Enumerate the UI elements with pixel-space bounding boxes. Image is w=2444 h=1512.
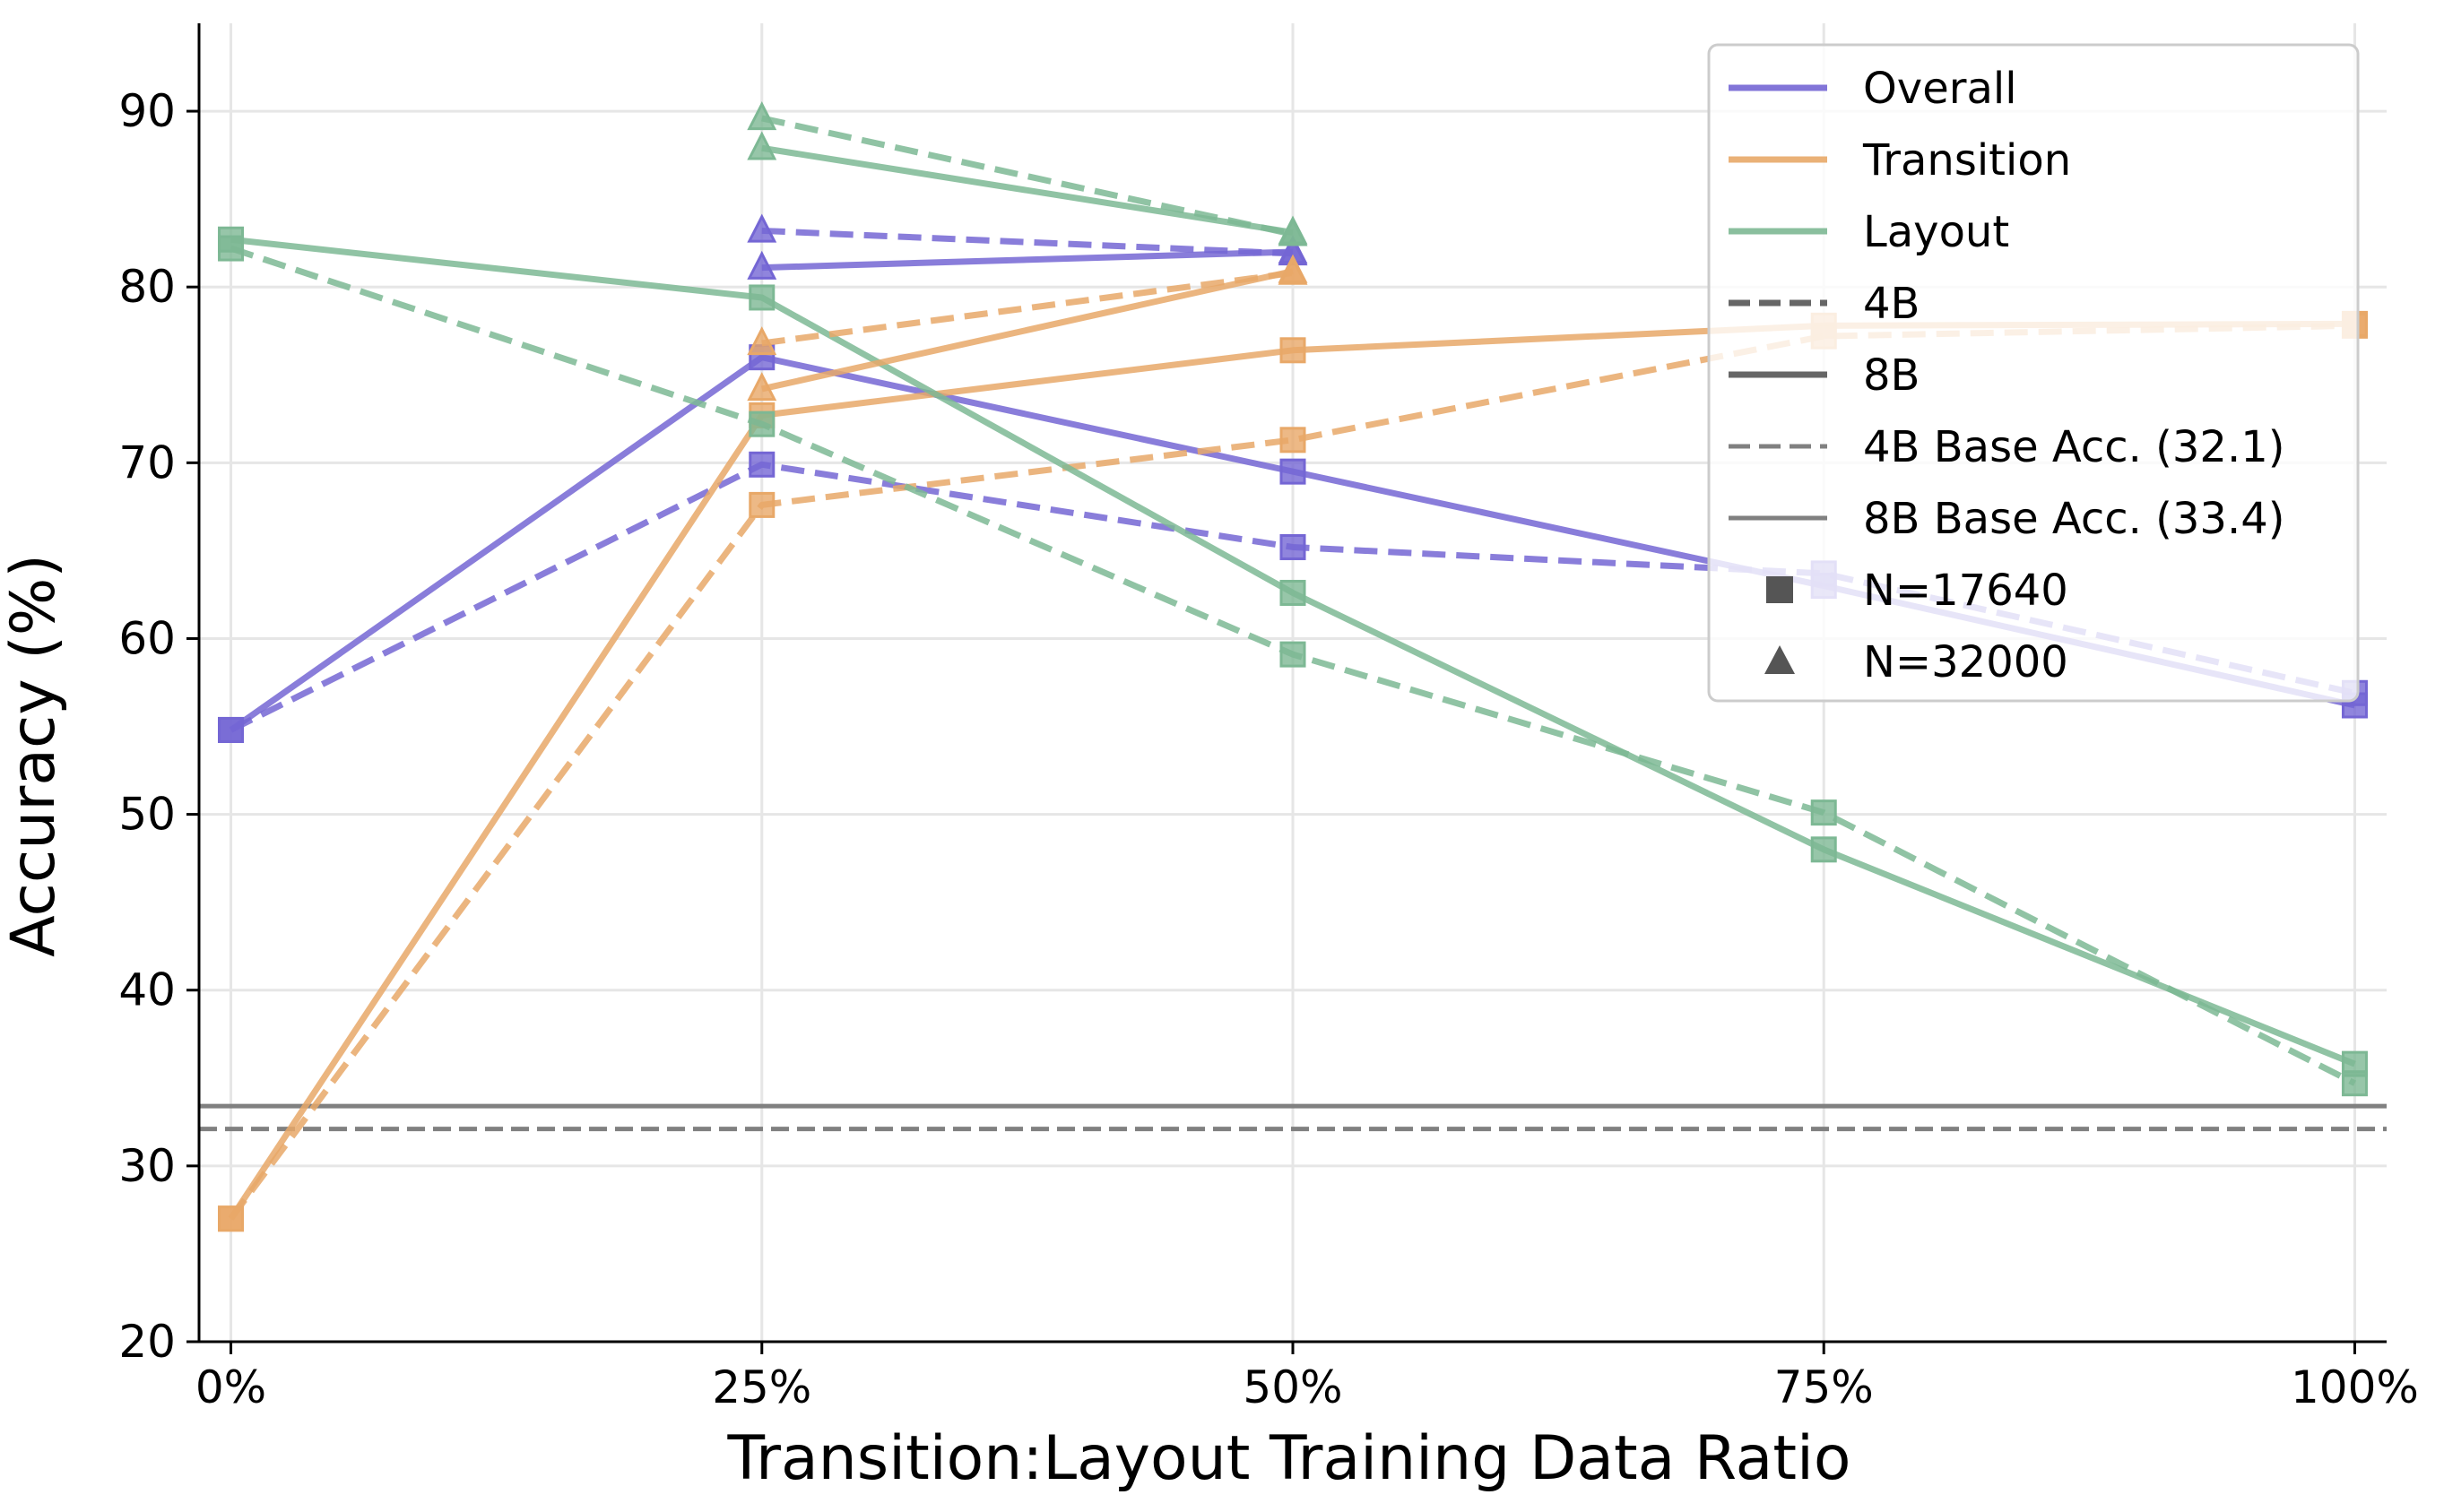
axes [186, 23, 2387, 1354]
y-axis-label: Accuracy (%) [0, 554, 69, 957]
series-line [761, 248, 1294, 272]
legend-square-marker [1766, 576, 1793, 603]
data-point [1810, 799, 1837, 826]
data-point [218, 716, 245, 743]
tick-labels: 20 30 40 50 60 70 80 90 0% 25% 50% 75% 100% [118, 85, 2419, 1413]
data-point [747, 131, 777, 160]
data-point [747, 372, 777, 402]
y-tick-label: 40 [118, 964, 176, 1016]
data-point [1279, 458, 1306, 485]
data-point [2341, 1070, 2368, 1097]
legend-label: Overall [1863, 64, 2017, 114]
x-tick-label: 25% [712, 1361, 811, 1413]
y-tick-label: 30 [118, 1140, 176, 1192]
data-point [1279, 427, 1306, 454]
data-point [749, 410, 776, 437]
series-line [761, 115, 1294, 238]
series-line [228, 322, 2355, 1221]
data-point [749, 284, 776, 311]
legend-triangle-marker [1764, 645, 1795, 674]
x-tick-label: 100% [2291, 1361, 2419, 1413]
data-point [749, 491, 776, 518]
series-line [761, 227, 1294, 257]
legend-label: N=17640 [1863, 566, 2068, 616]
legend-label: 8B Base Acc. (33.4) [1863, 494, 2284, 544]
legend-label: 4B [1863, 279, 1920, 329]
series-line [761, 270, 1294, 347]
series-line [761, 268, 1294, 393]
data-point [1278, 255, 1308, 285]
data-point [747, 326, 777, 356]
y-tick-label: 60 [118, 612, 176, 664]
y-tick-label: 80 [118, 261, 176, 313]
legend-label: Transition [1862, 135, 2071, 186]
x-tick-label: 50% [1243, 1361, 1342, 1413]
legend-label: Layout [1863, 207, 2009, 257]
data-point [1810, 836, 1837, 863]
x-tick-label: 75% [1774, 1361, 1874, 1413]
x-tick-label: 0% [195, 1361, 266, 1413]
series-line [761, 144, 1294, 236]
data-point [747, 213, 777, 243]
legend-label: N=32000 [1863, 637, 2068, 687]
y-tick-label: 50 [118, 789, 176, 841]
legend-label: 4B Base Acc. (32.1) [1863, 422, 2284, 472]
data-point [747, 250, 777, 280]
baseline-lines [199, 1103, 2387, 1132]
y-tick-label: 70 [118, 436, 176, 488]
data-point [218, 235, 245, 262]
y-tick-label: 20 [118, 1316, 176, 1368]
data-point [1278, 217, 1308, 246]
y-tick-label: 90 [118, 85, 176, 137]
data-point [1279, 579, 1306, 606]
data-point [747, 101, 777, 131]
data-point [1279, 641, 1306, 668]
legend: Overall Transition Layout 4B 8B 4B Base Acc. … [1707, 43, 2360, 703]
data-point [1279, 533, 1306, 560]
data-point [1279, 337, 1306, 364]
data-point [218, 1205, 245, 1232]
x-axis-label: Transition:Layout Training Data Ratio [726, 1423, 1850, 1494]
data-point [749, 451, 776, 478]
legend-box [1707, 43, 2360, 703]
legend-label: 8B [1863, 350, 1920, 401]
